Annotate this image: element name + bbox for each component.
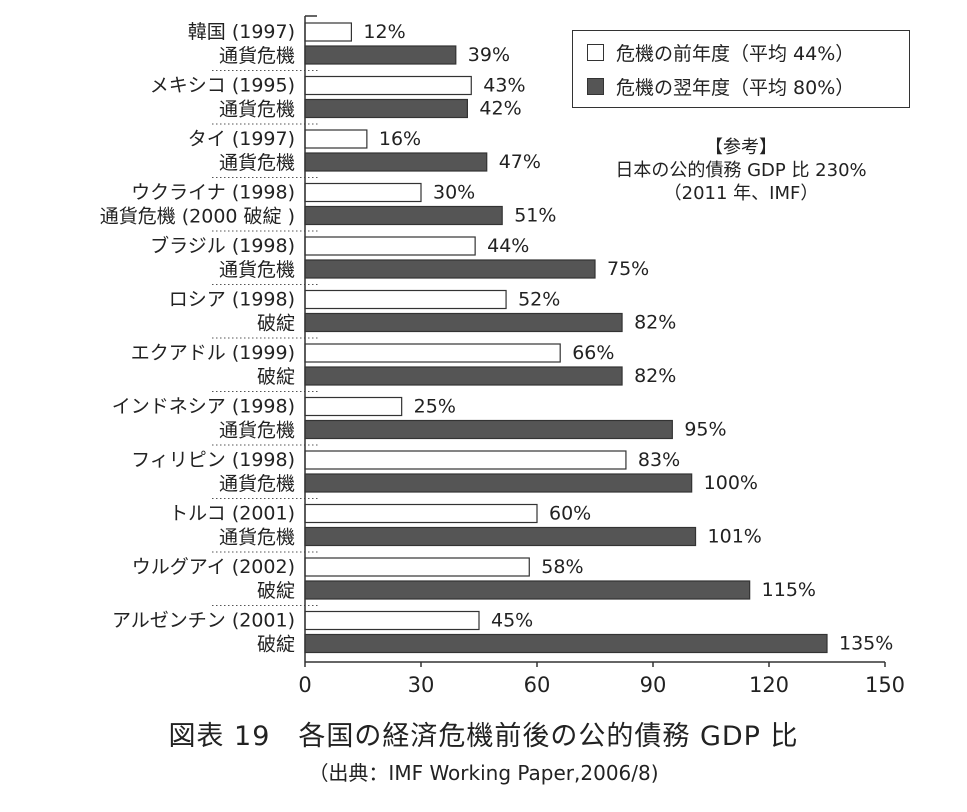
category-note: 破綻 <box>257 366 295 388</box>
data-label-after: 115% <box>762 579 816 601</box>
chart-source: （出典：IMF Working Paper,2006/8) <box>308 761 659 785</box>
category-note: 通貨危機 <box>219 473 295 495</box>
category-label: 韓国 (1997) <box>188 21 295 43</box>
bar-before-crisis <box>304 503 538 524</box>
data-label-before: 16% <box>379 128 421 150</box>
category-label: トルコ (2001) <box>169 503 295 525</box>
reference-note: 【参考】 日本の公的債務 GDP 比 230% （2011 年、IMF） <box>572 136 910 205</box>
bar-before-crisis <box>304 557 530 577</box>
legend-label-after: 危機の翌年度（平均 80%） <box>616 76 855 99</box>
category-note: 通貨危機 <box>219 152 295 174</box>
category-note: 通貨危機 (2000 破綻 ) <box>100 206 295 228</box>
category-label: ウルグアイ (2002) <box>132 556 295 578</box>
bar-before-crisis <box>304 236 476 256</box>
data-label-before: 83% <box>638 449 680 471</box>
category-note: 通貨危機 <box>219 527 295 549</box>
data-label-after: 47% <box>499 151 541 173</box>
bar-after-crisis <box>304 633 828 654</box>
category-label: フィリピン (1998) <box>131 449 295 471</box>
category-label: メキシコ (1995) <box>150 75 295 97</box>
category-label: アルゼンチン (2001) <box>112 610 295 632</box>
bar-after-crisis <box>304 473 693 493</box>
bar-after-crisis <box>304 45 457 65</box>
category-note: 破綻 <box>257 634 295 656</box>
data-label-after: 95% <box>684 419 726 441</box>
data-label-after: 75% <box>607 258 649 280</box>
bars: 12% 39% 43%42% 16% 47% 30% 51% 44% 75% 52% 82% 66% 8… <box>304 21 893 655</box>
data-label-before: 43% <box>483 75 525 97</box>
category-label: ブラジル (1998) <box>150 234 295 257</box>
data-label-before: 45% <box>491 610 533 632</box>
category-note: 通貨危機 <box>219 45 295 67</box>
bar-after-crisis <box>304 205 503 226</box>
bar-before-crisis <box>304 182 422 203</box>
data-label-after: 100% <box>704 472 758 494</box>
bar-before-crisis <box>304 343 561 363</box>
bar-after-crisis <box>304 419 673 440</box>
bar-before-crisis <box>304 289 507 310</box>
category-note: 通貨危機 <box>219 99 295 121</box>
bar-before-crisis <box>304 396 403 417</box>
data-label-before: 25% <box>414 396 456 418</box>
bar-after-crisis <box>304 98 468 119</box>
x-tick-label: 90 <box>640 673 667 697</box>
reference-source: （2011 年、IMF） <box>663 183 819 204</box>
x-tick-label: 30 <box>408 673 435 697</box>
bar-before-crisis <box>304 75 472 96</box>
data-label-after: 51% <box>514 205 556 227</box>
data-label-after: 82% <box>634 312 676 334</box>
data-label-before: 44% <box>487 235 529 257</box>
bar-before-crisis <box>304 129 368 149</box>
data-label-before: 66% <box>572 342 614 364</box>
data-label-after: 101% <box>708 526 762 548</box>
figure-caption: 図表 19 各国の経済危機前後の公的債務 GDP 比 （出典：IMF Worki… <box>0 714 967 786</box>
data-label-after: 42% <box>479 98 521 120</box>
reference-text: 日本の公的債務 GDP 比 230% <box>615 160 867 181</box>
data-label-after: 82% <box>634 365 676 387</box>
bar-after-crisis <box>304 259 596 279</box>
bar-after-crisis <box>304 580 751 600</box>
category-note: 通貨危機 <box>219 420 295 442</box>
bar-before-crisis <box>304 610 480 631</box>
bar-after-crisis <box>304 312 623 333</box>
data-label-before: 58% <box>541 556 583 578</box>
x-tick-label: 120 <box>749 673 789 697</box>
reference-heading: 【参考】 <box>705 137 777 158</box>
data-label-before: 30% <box>433 182 475 204</box>
chart-title: 図表 19 各国の経済危機前後の公的債務 GDP 比 <box>168 721 799 752</box>
legend-label-before: 危機の前年度（平均 44%） <box>616 42 855 65</box>
category-note: 破綻 <box>257 313 295 335</box>
legend-item-before: 危機の前年度（平均 44%） <box>587 39 854 65</box>
data-label-before: 52% <box>518 289 560 311</box>
category-label: エクアドル (1999) <box>131 342 295 364</box>
legend: 危機の前年度（平均 44%） 危機の翌年度（平均 80%） <box>572 30 910 108</box>
bar-before-crisis <box>304 22 353 42</box>
legend-swatch-before <box>587 43 604 61</box>
data-label-before: 12% <box>363 21 405 43</box>
category-label: ウクライナ (1998) <box>131 182 295 204</box>
data-label-before: 60% <box>549 503 591 525</box>
x-tick-label: 150 <box>865 673 905 697</box>
category-note: 通貨危機 <box>219 259 295 281</box>
category-label: ロシア (1998) <box>169 289 295 311</box>
category-note: 破綻 <box>257 580 295 602</box>
category-label: タイ (1997) <box>188 128 295 150</box>
bar-after-crisis <box>304 366 623 386</box>
x-axis: 0 30 60 90 120 150 <box>298 15 905 697</box>
x-tick-label: 0 <box>298 673 311 697</box>
bar-after-crisis <box>304 152 488 172</box>
data-label-after: 135% <box>839 633 893 655</box>
legend-item-after: 危機の翌年度（平均 80%） <box>587 73 854 99</box>
legend-swatch-after <box>587 77 604 95</box>
category-label: インドネシア (1998) <box>112 396 295 418</box>
bar-before-crisis <box>304 450 627 470</box>
bar-after-crisis <box>304 526 697 547</box>
x-tick-label: 60 <box>524 673 551 697</box>
data-label-after: 39% <box>468 44 510 66</box>
